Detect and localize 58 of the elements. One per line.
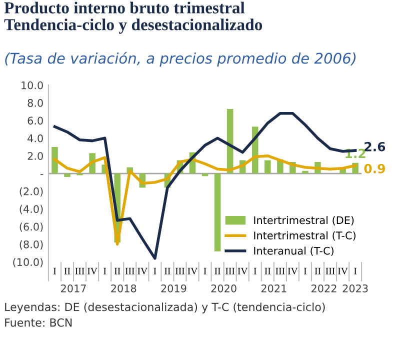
x-tick-label: I [104,268,106,274]
x-tick-label: II [64,268,70,274]
x-tick-label: IV [338,268,348,274]
x-tick-label: IV [138,268,148,274]
x-tick-label: III [326,268,335,274]
y-tick-label: (8.0) [20,240,43,250]
bar [214,174,221,252]
x-tick-label: I [254,268,256,274]
legend-label: Intertrimestral (DE) [254,216,354,226]
x-tick-label: III [75,268,84,274]
x-tick-label: IV [238,268,248,274]
text: 2019 [161,284,186,292]
bar [264,160,271,174]
text: 2021 [261,284,286,292]
text: Leyendas: DE (desestacionalizada) y T-C (tendencia-ciclo) [5,302,325,314]
source-note: Fuente: BCN [5,318,72,327]
x-tick-label: III [175,268,184,274]
x-tick-label: II [314,268,321,274]
y-tick-label: 2.0 [28,152,43,160]
text: 2017 [61,284,86,292]
legend-label: Intertrimestral (T-C) [254,231,356,241]
x-tick-label: IV [188,268,198,274]
y-tick-label: 4.0 [28,134,43,142]
chart-subtitle: (Tasa de variación, a precios promedio de 2006) [5,52,356,67]
bar [302,170,308,174]
x-tick-label: III [125,268,134,274]
legend-label: Interanual (T-C) [254,246,334,256]
x-tick-label: II [264,268,271,274]
bar [52,147,58,174]
y-tick-label: - [40,174,44,176]
text: 2018 [111,284,136,292]
text: 2023 [342,284,368,292]
x-tick-label: I [53,268,56,274]
x-tick-label: I [354,268,357,274]
text: 2020 [211,284,236,292]
y-tick-label: 8.0 [28,99,43,107]
x-tick-label: III [226,268,235,274]
x-tick-label: I [304,268,306,274]
bar [64,174,70,178]
x-tick-label: II [114,268,120,274]
chart-title: Producto interno bruto trimestral Tendencia-ciclo y desestacionalizado [4,2,262,34]
data-label: 0.9 [364,164,385,174]
text: 2022 [312,284,336,292]
x-tick-label: I [154,268,156,274]
x-tick-label: II [164,268,170,274]
y-tick-label: (4.0) [20,204,43,214]
x-tick-label: III [276,268,285,274]
x-tick-label: IV [288,268,298,274]
y-tick-label: 10.0 [22,81,43,90]
bar [202,174,208,176]
y-tick-label: 6.0 [28,116,43,125]
y-tick-label: (2.0) [20,187,43,197]
x-tick-label: I [204,268,206,274]
y-tick-label: (10.0) [13,258,43,268]
y-tick-label: (6.0) [20,222,43,232]
x-tick-label: II [214,268,220,274]
data-label: 2.6 [364,142,386,152]
x-tick-label: IV [88,268,98,274]
